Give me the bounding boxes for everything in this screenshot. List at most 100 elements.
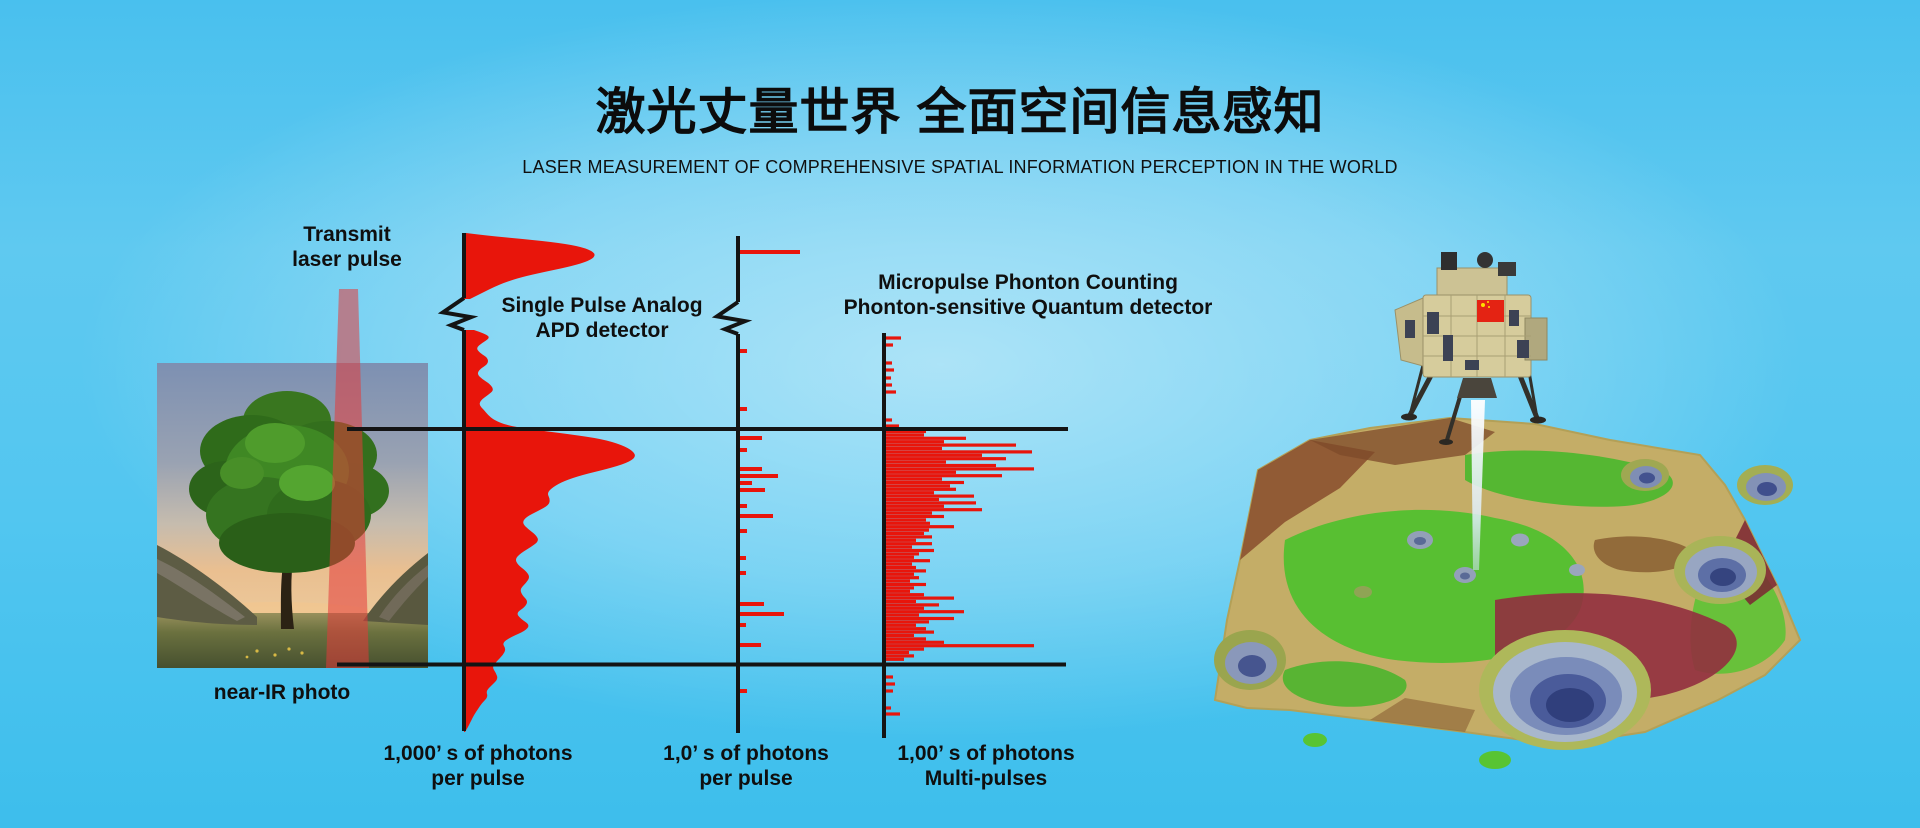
photon-return-bar [884, 572, 914, 576]
photon-return-bar [884, 361, 892, 365]
near-ir-tree-photo [157, 363, 428, 668]
left-stone-wall [157, 559, 245, 621]
transmit-laser-beam [326, 289, 369, 668]
photon-return-bar [884, 593, 924, 597]
photon-return-bar [884, 555, 914, 559]
photon-return-bar [738, 504, 747, 508]
photon-return-bar [884, 542, 932, 546]
photon-return-bar [884, 518, 926, 522]
photon-return-bar [884, 535, 932, 539]
photon-return-bar [738, 407, 747, 411]
photon-return-bar [884, 383, 892, 387]
photon-return-bar [884, 657, 904, 661]
photon-return-bar [884, 528, 929, 532]
photon-return-bar [884, 480, 964, 485]
right-bank [363, 553, 428, 625]
photon-return-bar [738, 529, 747, 533]
photon-return-bar [884, 582, 926, 587]
photon-return-bar [884, 477, 942, 481]
photon-return-bar [884, 579, 910, 583]
photon-return-bar [884, 548, 934, 553]
photon-return-bar [884, 443, 1016, 447]
photon-return-bar [884, 457, 1006, 461]
photon-return-bar [738, 612, 784, 616]
photon-return-bar [884, 368, 894, 372]
photon-return-bar [884, 596, 954, 600]
crater-large [1479, 630, 1651, 750]
crater-medium [1674, 536, 1766, 604]
axis1-caption: 1,000’ s of photons per pulse [383, 742, 573, 790]
photon-return-bar [884, 508, 982, 512]
photon-return-bar [884, 640, 944, 644]
laser-altimeter-beam [1471, 400, 1485, 570]
photon-return-bar [884, 613, 919, 617]
photon-return-bar [884, 606, 924, 610]
photon-return-bar [884, 623, 916, 627]
photon-return-bar [884, 436, 966, 440]
photon-return-bar [884, 487, 956, 491]
photon-return-bar [884, 647, 924, 651]
photon-return-bar [884, 644, 1034, 648]
near-ir-photo-label: near-IR photo [213, 681, 351, 704]
photon-return-bar [884, 467, 1034, 471]
photon-return-bar [884, 654, 914, 658]
photon-return-bar [884, 630, 934, 634]
terrain-dem [1213, 416, 1802, 769]
photon-return-bar [884, 424, 899, 428]
photon-return-bar [884, 712, 900, 716]
photon-return-bar [884, 562, 912, 566]
flowers [245, 647, 304, 659]
photon-return-bar [884, 440, 944, 444]
photon-return-bar [884, 589, 910, 593]
photon-return-bar [884, 627, 926, 631]
photon-return-bar [884, 620, 929, 624]
photon-return-bar [884, 675, 893, 679]
photon-return-bar [738, 514, 773, 518]
photon-return-bar [884, 504, 944, 508]
photon-return-bar [884, 474, 1002, 478]
photon-return-bar [884, 531, 924, 536]
axis-break-zigzag [711, 300, 753, 336]
photon-return-bar [884, 610, 964, 614]
photon-return-bar [884, 569, 926, 573]
left-bank [157, 545, 257, 625]
lunar-lander [1394, 252, 1548, 570]
single-pulse-analog-detector-label: Single Pulse Analog APD detector [501, 294, 703, 342]
crater-small-1 [1737, 465, 1793, 505]
photon-return-bar [884, 433, 924, 437]
small-mounds [1303, 531, 1585, 769]
photon-return-bar [884, 603, 939, 607]
photon-return-bar [738, 643, 761, 647]
photon-return-bar [738, 556, 746, 560]
photon-return-bar [884, 511, 932, 515]
full-waveform-shape [464, 233, 595, 299]
right-stone-wall [379, 565, 428, 621]
photon-return-bar [884, 497, 939, 502]
photon-return-bar [884, 545, 912, 549]
photon-return-bar [884, 525, 954, 529]
photon-return-bar [884, 429, 926, 434]
lander-upper-deck [1436, 267, 1508, 299]
photon-return-bar [884, 689, 893, 693]
axis3-caption: 1,00’ s of photons Multi-pulses [897, 742, 1075, 790]
photon-return-bar [884, 343, 893, 347]
axis2-caption: 1,0’ s of photons per pulse [663, 742, 829, 790]
photon-return-bar [884, 491, 934, 495]
photon-return-bar [738, 349, 747, 353]
photon-return-bar [884, 470, 956, 474]
photon-return-bar [738, 467, 762, 471]
photon-return-bar [884, 576, 919, 580]
photon-return-bar [884, 637, 926, 641]
photon-return-bar [884, 494, 974, 498]
photon-return-bar [738, 488, 765, 492]
photon-return-bar [884, 484, 950, 488]
photon-return-bar [738, 250, 800, 254]
axis-break-zigzag [437, 296, 479, 332]
photon-return-bar [884, 633, 914, 638]
photon-return-bar [884, 418, 892, 422]
lander-terrain-illustration [1213, 252, 1802, 769]
page-subtitle: LASER MEASUREMENT OF COMPREHENSIVE SPATI… [522, 157, 1398, 177]
photon-return-bar [884, 586, 914, 590]
crater-left-partial [1214, 630, 1286, 690]
